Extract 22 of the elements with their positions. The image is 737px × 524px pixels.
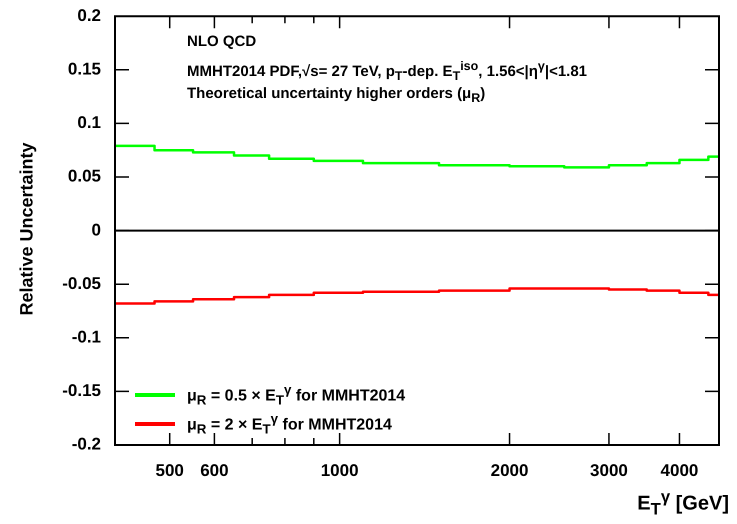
x-tick-label: 3000 [590,460,628,480]
annotation: Theoretical uncertainty higher orders (μ$_{R}$) [187,85,486,105]
y-tick-label: -0.05 [62,274,101,293]
y-tick-label: 0.05 [68,166,101,186]
x-tick-label: 1000 [320,460,359,480]
x-tick-label: 4000 [660,460,698,480]
legend-label: μ$_{R}$ = 2 × E$_{T}$$^{γ}$ for MMHT2014 [187,410,392,436]
y-tick-label: -0.15 [62,381,101,400]
x-tick-label: 500 [156,460,184,480]
y-tick-label: 0.15 [68,59,101,78]
y-tick-label: 0 [92,220,101,240]
x-axis-title: E$_{T}$$^{γ}$ [GeV] [637,487,729,520]
y-tick-label: 0.2 [77,6,101,25]
x-tick-label: 600 [200,460,229,480]
x-tick-label: 2000 [490,460,528,480]
y-tick-label: -0.1 [72,327,101,346]
y-tick-label: -0.2 [72,434,101,454]
annotation: MMHT2014 PDF,√s= 27 TeV, p$_{T}$-dep. E$_{T}$$^{iso}$, 1.56<|η$^{γ}$|<1.81 [187,59,588,83]
legend-label: μ$_{R}$ = 0.5 × E$_{T}$$^{γ}$ for MMHT2014 [187,382,406,408]
annotation: NLO QCD [187,33,256,50]
y-tick-label: 0.1 [77,113,101,132]
y-axis-title: Relative Uncertainty [16,142,38,316]
